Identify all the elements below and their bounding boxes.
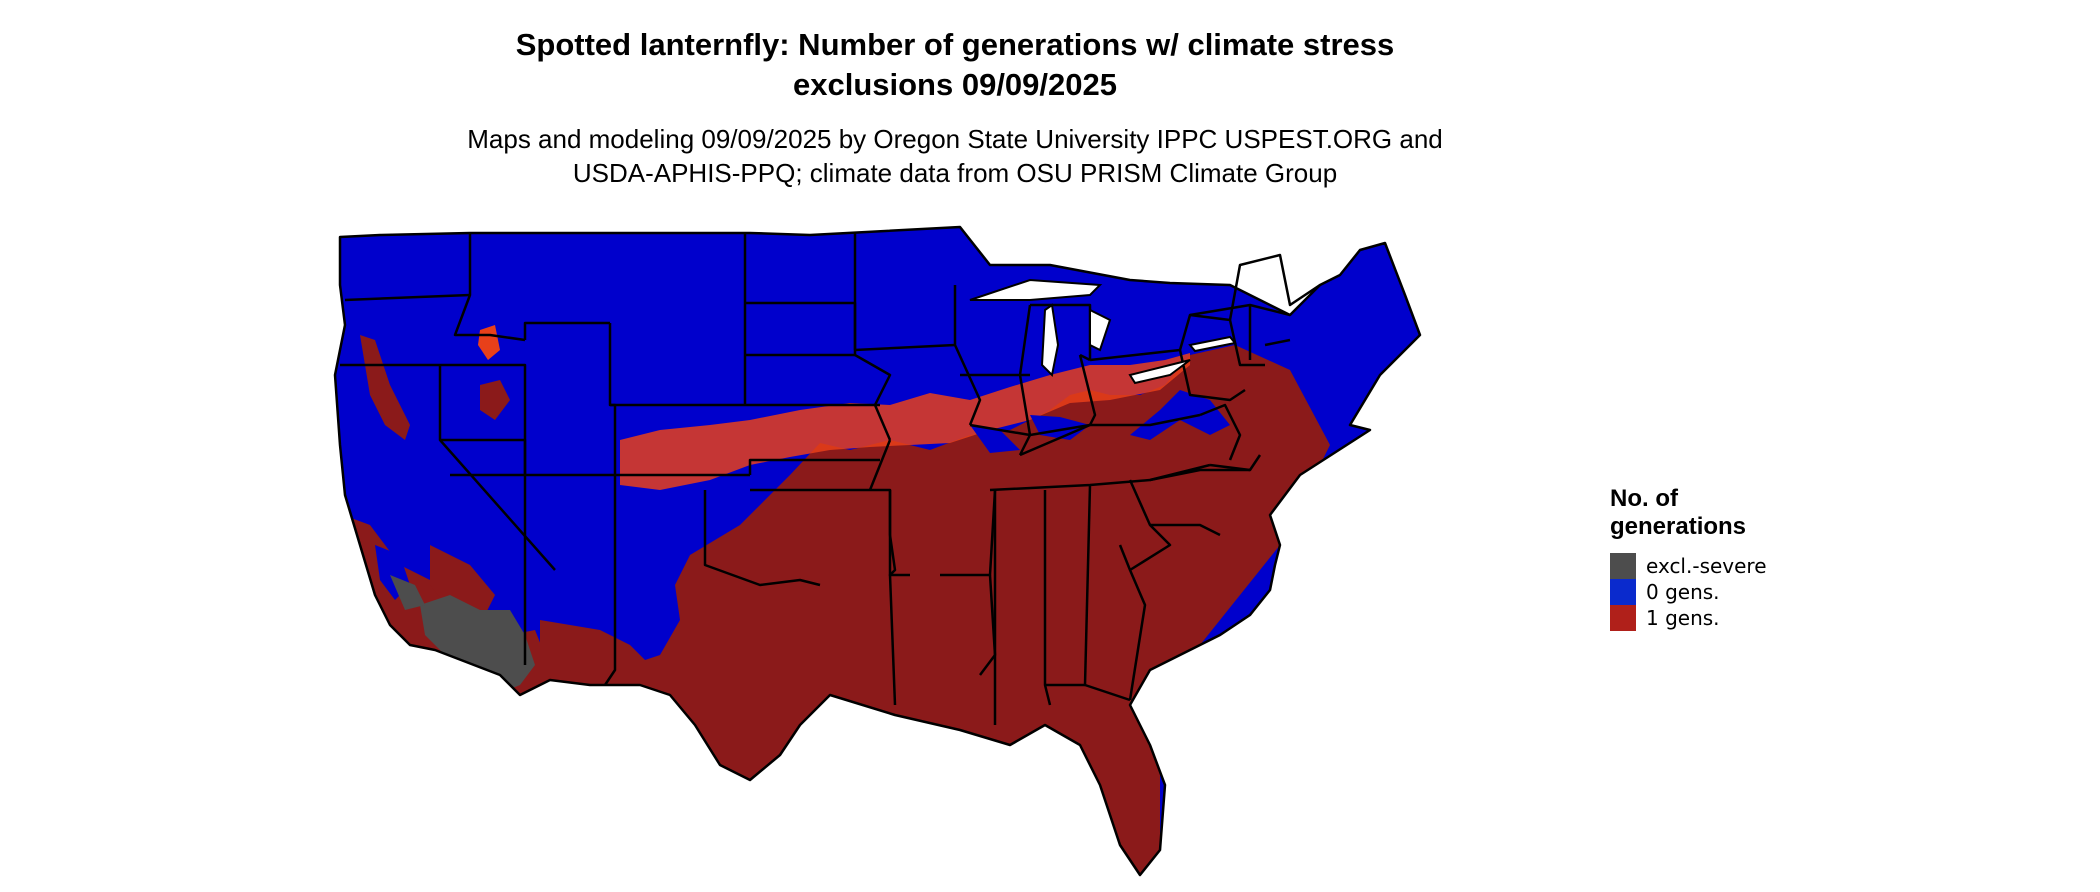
legend-swatch-excl-severe: [1610, 553, 1636, 579]
legend-item-1-gens: 1 gens.: [1610, 605, 1810, 631]
legend-label: 1 gens.: [1646, 606, 1720, 630]
legend-title: No. of generations: [1610, 485, 1747, 540]
map-title-line-2: exclusions 09/09/2025: [792, 67, 1117, 102]
map-subtitle-line-1: Maps and modeling 09/09/2025 by Oregon S…: [467, 124, 1443, 154]
legend-swatch-1-gens: [1610, 605, 1636, 631]
legend-label: 0 gens.: [1646, 580, 1720, 604]
legend-swatch-0-gens: [1610, 579, 1636, 605]
legend-label: excl.-severe: [1646, 554, 1767, 578]
us-map: [330, 225, 1580, 890]
legend-item-0-gens: 0 gens.: [1610, 579, 1810, 605]
state-boundaries: [333, 225, 1422, 877]
map-legend: No. of generations excl.-severe 0 gens. …: [1610, 485, 1810, 631]
map-title-line-1: Spotted lanternfly: Number of generation…: [515, 27, 1395, 62]
map-subtitle-line-2: USDA-APHIS-PPQ; climate data from OSU PR…: [572, 158, 1338, 188]
legend-item-excl-severe: excl.-severe: [1610, 553, 1810, 579]
great-lakes: [969, 278, 1237, 385]
